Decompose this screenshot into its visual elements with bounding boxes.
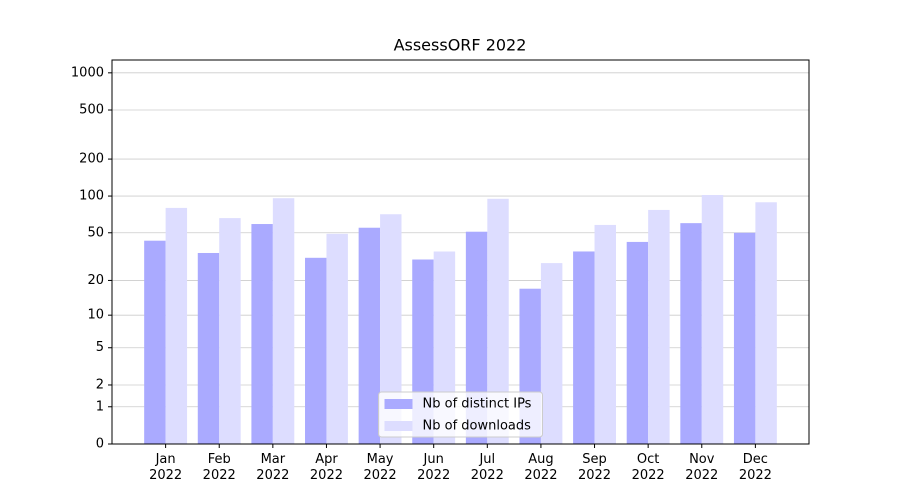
bar [648, 209, 670, 444]
bar [251, 224, 273, 444]
bar [701, 195, 724, 444]
bar [755, 202, 777, 444]
y-tick-label: 0 [96, 437, 104, 452]
x-tick-label: Apr 2022 [309, 452, 343, 483]
x-tick-label-box: Sep 2022 [577, 452, 612, 483]
x-tick-label-box: Jun 2022 [417, 452, 451, 483]
y-tick-label: 500 [79, 103, 104, 118]
legend-swatch [384, 399, 413, 409]
bar [272, 198, 295, 444]
y-tick-label: 50 [87, 225, 104, 240]
legend-label: Nb of distinct IPs [423, 397, 532, 412]
bar [680, 223, 702, 444]
bar [626, 241, 649, 444]
x-tick-label: Dec 2022 [738, 452, 772, 483]
bar [573, 251, 595, 444]
x-tick-label: Jan 2022 [149, 452, 183, 483]
bar [326, 233, 348, 444]
plot-frame [111, 59, 810, 445]
x-tick-label-box: Feb 2022 [202, 452, 236, 483]
bar [305, 257, 327, 444]
legend-box [378, 391, 543, 438]
bar [540, 263, 563, 444]
y-tick-label: 1000 [71, 65, 104, 80]
chart-title: AssessORF 2022 [394, 36, 527, 55]
y-tick-label: 5 [96, 340, 104, 355]
x-tick-label-box: Aug 2022 [524, 452, 558, 483]
bar [219, 218, 241, 444]
y-tick-label: 20 [87, 273, 104, 288]
x-tick-label-box: May 2022 [363, 452, 397, 483]
bar [358, 227, 381, 444]
x-tick-label-box: Mar 2022 [256, 452, 290, 483]
bar [380, 214, 402, 444]
x-tick-label-box: Dec 2022 [738, 452, 772, 483]
legend-label: Nb of downloads [423, 419, 532, 434]
x-tick-label: Mar 2022 [256, 452, 290, 483]
x-tick-label-box: Oct 2022 [631, 452, 665, 483]
y-tick-label: 2 [96, 377, 104, 392]
x-tick-label: Aug 2022 [524, 452, 558, 483]
bar [165, 207, 188, 444]
legend-swatch [384, 421, 413, 431]
x-tick-label: Jun 2022 [417, 452, 451, 483]
x-tick-label: Nov 2022 [685, 452, 719, 483]
x-tick-label-box: Jan 2022 [149, 452, 183, 483]
bar [197, 252, 220, 444]
y-tick-label: 100 [79, 189, 104, 204]
x-tick-label-box: Nov 2022 [685, 452, 719, 483]
y-tick-label: 10 [87, 308, 104, 323]
x-tick-label-box: Apr 2022 [309, 452, 343, 483]
x-tick-label: Sep 2022 [577, 452, 612, 483]
y-tick-label: 1 [96, 399, 104, 414]
bar [733, 232, 756, 444]
x-tick-label-box: Jul 2022 [470, 452, 504, 483]
x-tick-label: Oct 2022 [631, 452, 665, 483]
bar [594, 224, 616, 444]
bar [465, 231, 488, 444]
x-tick-label: Jul 2022 [470, 452, 504, 483]
bar [144, 240, 166, 444]
x-tick-label: May 2022 [363, 452, 397, 483]
bar [487, 198, 509, 444]
x-tick-label: Feb 2022 [202, 452, 236, 483]
y-tick-label: 200 [79, 152, 104, 167]
